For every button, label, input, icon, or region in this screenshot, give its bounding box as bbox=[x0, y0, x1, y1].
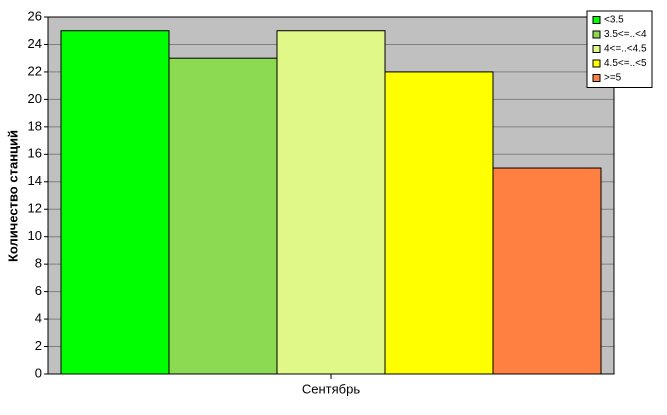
legend-swatch bbox=[592, 16, 601, 24]
x-tick-label: Сентябрь bbox=[302, 381, 360, 396]
bar bbox=[168, 57, 278, 375]
y-tick-label: 14 bbox=[28, 173, 42, 188]
y-tick-label: 26 bbox=[28, 8, 42, 23]
y-tick-label: 4 bbox=[35, 311, 42, 326]
legend-swatch bbox=[592, 30, 601, 39]
y-tick-label: 24 bbox=[28, 36, 42, 51]
legend: <3.5 3.5<=..<4 4<=..<4.5 4.5<=..<5 >=5 bbox=[586, 10, 653, 88]
y-tick-label: 6 bbox=[35, 283, 42, 298]
bar bbox=[384, 71, 494, 375]
plot-border bbox=[47, 16, 615, 375]
y-tick-label: 16 bbox=[28, 146, 42, 161]
legend-label: <3.5 bbox=[604, 15, 624, 26]
legend-swatch bbox=[592, 59, 601, 68]
y-tick-label: 20 bbox=[28, 91, 42, 106]
y-tick-label: 0 bbox=[35, 365, 42, 380]
y-tick-label: 22 bbox=[28, 63, 42, 78]
y-tick-label: 8 bbox=[35, 256, 42, 271]
bar bbox=[276, 30, 386, 375]
bar bbox=[492, 167, 602, 375]
y-tick-label: 2 bbox=[35, 338, 42, 353]
y-tick-label: 18 bbox=[28, 118, 42, 133]
y-tick-label: 10 bbox=[28, 228, 42, 243]
y-tick-label: 12 bbox=[28, 201, 42, 216]
legend-label: 3.5<=..<4 bbox=[604, 29, 647, 40]
y-axis-title: Количество станций bbox=[5, 130, 20, 262]
legend-label: >=5 bbox=[604, 73, 622, 84]
legend-label: 4<=..<4.5 bbox=[604, 44, 647, 55]
legend-label: 4.5<=..<5 bbox=[604, 58, 647, 69]
legend-swatch bbox=[592, 74, 601, 82]
bar bbox=[60, 30, 170, 375]
legend-swatch bbox=[592, 45, 601, 53]
